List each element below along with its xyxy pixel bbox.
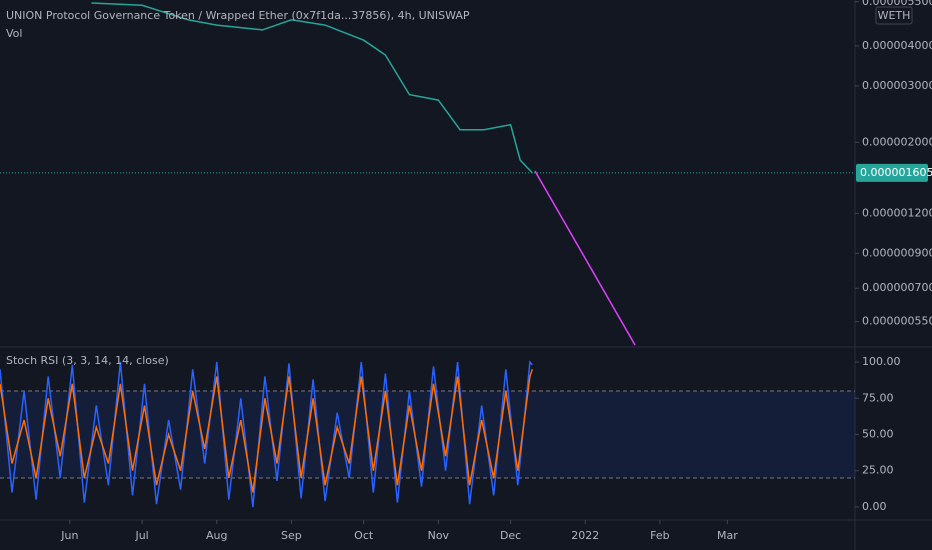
x-tick-label: Nov — [428, 529, 450, 542]
series-line — [0, 369, 534, 493]
currency-label: WETH — [878, 9, 911, 22]
x-tick-label: Aug — [206, 529, 227, 542]
x-tick-label: 2022 — [571, 529, 599, 542]
x-tick-label: Jun — [60, 529, 78, 542]
y-tick-label: 50.00 — [862, 427, 894, 440]
currency-badge[interactable] — [875, 6, 913, 25]
x-tick-label: Dec — [500, 529, 521, 542]
y-tick-label: 100.00 — [862, 355, 901, 368]
last-price-badge — [856, 163, 928, 182]
y-tick-label: 0.00 — [862, 500, 887, 513]
x-tick-label: Oct — [354, 529, 374, 542]
price-pane — [0, 2, 855, 174]
x-tick-label: Mar — [717, 529, 738, 542]
x-tick-label: Feb — [650, 529, 669, 542]
y-tick-label: 75.00 — [862, 391, 894, 404]
chart-title: UNION Protocol Governance Token / Wrappe… — [6, 9, 470, 22]
volume-label: Vol — [6, 27, 22, 40]
y-tick-label: 25.00 — [862, 464, 894, 477]
last-price-label: 0.0000016052 — [860, 166, 932, 179]
x-tick-label: Jul — [134, 529, 148, 542]
stoch-pane — [0, 360, 855, 508]
x-tick-label: Sep — [281, 529, 302, 542]
series-line — [91, 2, 533, 174]
trend-line-drawing — [534, 170, 636, 346]
overbought-band — [0, 391, 855, 478]
indicator-title: Stoch RSI (3, 3, 14, 14, close) — [6, 354, 169, 367]
